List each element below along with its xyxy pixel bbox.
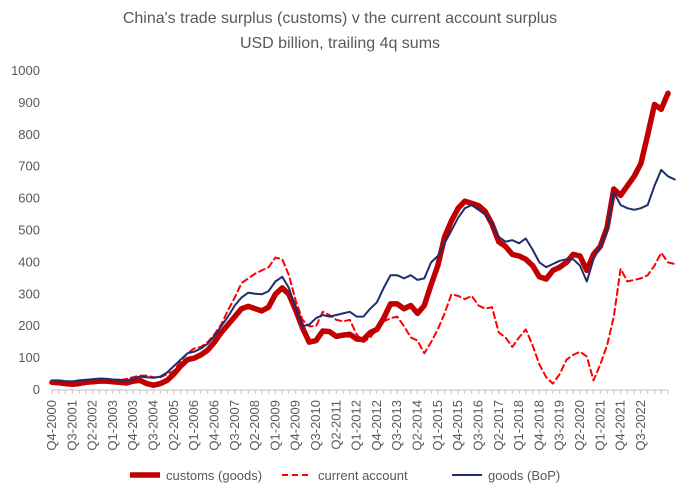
x-tick-label: Q3-2013 <box>389 400 404 451</box>
y-tick-label: 600 <box>18 191 40 206</box>
x-tick-label: Q1-2015 <box>430 400 445 451</box>
x-tick-label: Q2-2020 <box>572 400 587 451</box>
x-tick-label: Q3-2019 <box>552 400 567 451</box>
x-tick-label: Q4-2018 <box>531 400 546 451</box>
y-tick-label: 900 <box>18 95 40 110</box>
x-tick-label: Q2-2014 <box>410 400 425 451</box>
y-tick-label: 800 <box>18 127 40 142</box>
x-tick-label: Q2-2017 <box>491 400 506 451</box>
x-tick-label: Q4-2021 <box>613 400 628 451</box>
x-tick-label: Q2-2005 <box>166 400 181 451</box>
x-tick-label: Q3-2007 <box>227 400 242 451</box>
x-tick-label: Q2-2011 <box>328 400 343 450</box>
y-tick-label: 500 <box>18 223 40 238</box>
x-tick-label: Q3-2016 <box>470 400 485 451</box>
series-line-current-account <box>51 251 676 387</box>
y-tick-label: 1000 <box>11 63 40 78</box>
x-tick-label: Q1-2021 <box>592 400 607 451</box>
x-tick-label: Q4-2009 <box>288 400 303 451</box>
y-tick-label: 300 <box>18 286 40 301</box>
x-tick-label: Q1-2006 <box>186 400 201 451</box>
y-tick-label: 200 <box>18 318 40 333</box>
x-tick-label: Q4-2003 <box>125 400 140 451</box>
x-tick-label: Q4-2006 <box>206 400 221 451</box>
x-tick-label: Q3-2001 <box>64 400 79 451</box>
y-tick-label: 700 <box>18 159 40 174</box>
y-tick-label: 100 <box>18 350 40 365</box>
legend-label: customs (goods) <box>166 468 262 483</box>
y-tick-label: 400 <box>18 254 40 269</box>
x-tick-label: Q3-2022 <box>633 400 648 451</box>
x-tick-label: Q2-2008 <box>247 400 262 451</box>
chart-subtitle: USD billion, trailing 4q sums <box>239 35 441 52</box>
x-tick-label: Q1-2009 <box>267 400 282 451</box>
x-tick-label: Q4-2015 <box>450 400 465 451</box>
legend-label: current account <box>318 468 408 483</box>
legend-label: goods (BoP) <box>488 468 560 483</box>
x-tick-label: Q4-2012 <box>369 400 384 451</box>
x-tick-label: Q1-2012 <box>349 400 364 451</box>
chart-title: China's trade surplus (customs) v the cu… <box>122 10 558 27</box>
x-tick-label: Q3-2004 <box>146 400 161 451</box>
series-line-customs-goods- <box>49 90 671 388</box>
series-line-goods-bop- <box>51 168 676 383</box>
x-tick-label: Q3-2010 <box>308 400 323 451</box>
x-tick-label: Q4-2000 <box>44 400 59 451</box>
x-tick-label: Q1-2003 <box>105 400 120 451</box>
y-tick-label: 0 <box>33 382 40 397</box>
x-tick-label: Q2-2002 <box>85 400 100 451</box>
x-tick-label: Q1-2018 <box>511 400 526 451</box>
